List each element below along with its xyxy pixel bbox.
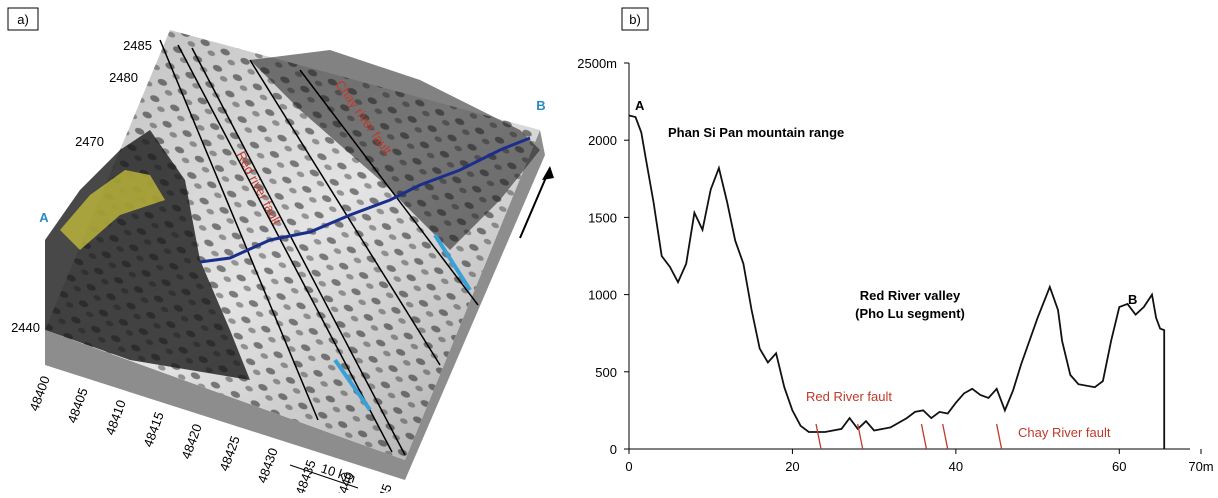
annotation: (Pho Lu segment): [855, 306, 965, 321]
y-tick-label: 500: [595, 365, 617, 380]
figure: a) A B Red river fault Chay river fault …: [0, 0, 1218, 493]
y-tick-label: 1000: [588, 288, 617, 303]
x-tick-label: 0: [625, 459, 632, 474]
point-label: B: [536, 98, 545, 113]
page: a) A B Red river fault Chay river fault …: [0, 0, 1218, 493]
annotation: Red River valley: [860, 288, 961, 303]
easting-tick: 48425: [216, 434, 242, 473]
x-tick-label: 20: [785, 459, 799, 474]
easting-tick: 48410: [102, 398, 128, 437]
annotation: Chay River fault: [1018, 425, 1111, 440]
easting-tick: 48435: [292, 458, 318, 493]
panel-a: a) A B Red river fault Chay river fault …: [8, 8, 554, 493]
easting-tick: 48445: [368, 482, 394, 493]
panel-b: b) A B Phan Si Pan mountain range Red Ri…: [577, 8, 1213, 474]
fault-marker: [943, 424, 948, 449]
annotation: Phan Si Pan mountain range: [668, 125, 844, 140]
annotation: Red River fault: [806, 389, 892, 404]
x-tick-label: 70m: [1188, 459, 1213, 474]
panel-label: b): [629, 12, 641, 27]
northing-tick: 2440: [11, 320, 40, 335]
compass-head: [542, 166, 554, 180]
easting-tick: 48405: [64, 386, 90, 425]
x-tick-label: 60: [1112, 459, 1126, 474]
northing-tick: 2480: [109, 70, 138, 85]
x-tick-label: 40: [949, 459, 963, 474]
easting-tick: 48415: [140, 410, 166, 449]
fault-marker: [997, 424, 1002, 449]
northing-tick: 2470: [75, 134, 104, 149]
y-tick-label: 0: [610, 442, 617, 457]
panel-label: a): [17, 12, 29, 27]
fault-marker: [816, 424, 821, 449]
y-tick-label: 1500: [588, 210, 617, 225]
y-tick-label: 2500m: [577, 56, 617, 71]
easting-tick: 48430: [254, 446, 280, 485]
y-tick-label: 2000: [588, 133, 617, 148]
fault-marker: [921, 424, 926, 449]
point-label: A: [39, 210, 49, 225]
elevation-profile: [629, 116, 1164, 450]
easting-tick: 48400: [26, 374, 52, 413]
annotation: B: [1128, 292, 1137, 307]
annotation: A: [635, 98, 645, 113]
northing-tick: 2485: [123, 38, 152, 53]
easting-tick: 48420: [178, 422, 204, 461]
